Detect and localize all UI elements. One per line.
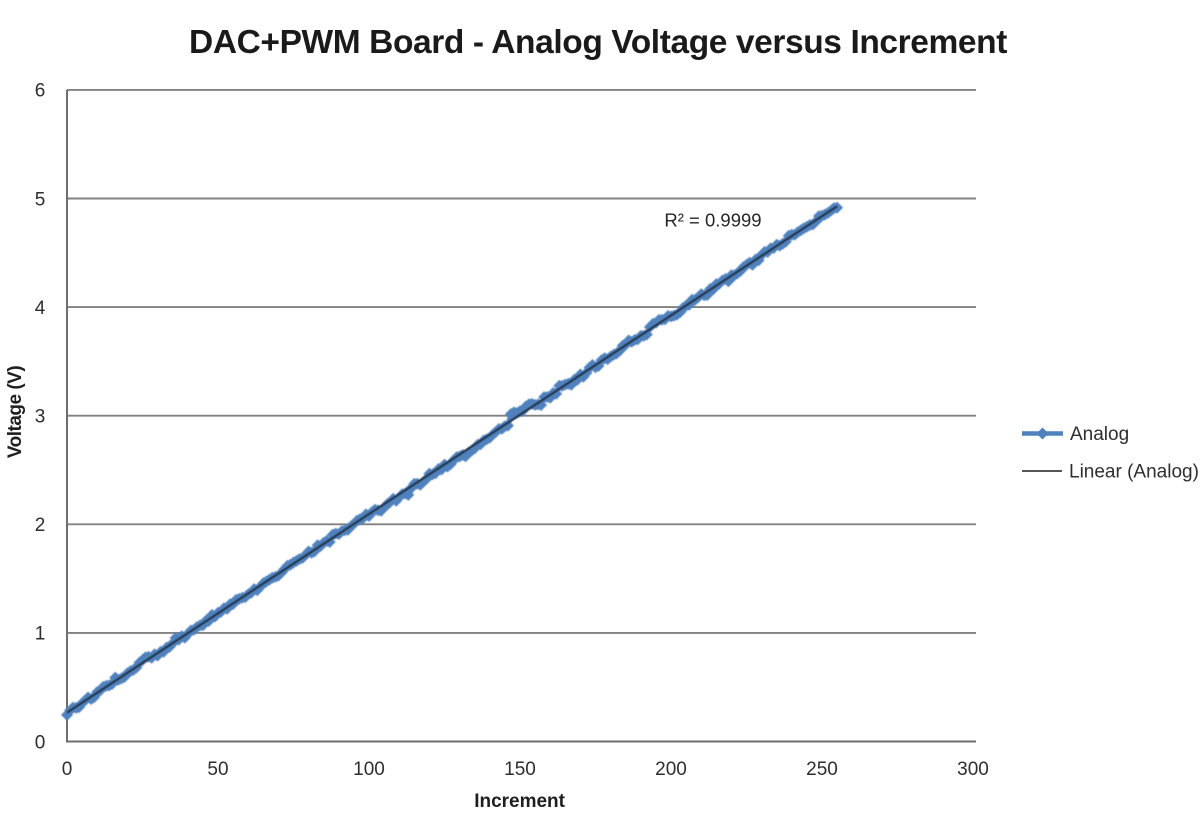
svg-text:100: 100 — [353, 759, 385, 780]
svg-text:Increment: Increment — [474, 791, 565, 812]
svg-text:6: 6 — [35, 81, 46, 102]
svg-text:250: 250 — [806, 759, 838, 780]
svg-text:Linear (Analog): Linear (Analog) — [1069, 462, 1199, 483]
svg-text:DAC+PWM Board - Analog Voltage: DAC+PWM Board - Analog Voltage versus In… — [189, 24, 1007, 61]
svg-text:0: 0 — [35, 732, 46, 753]
svg-text:0: 0 — [62, 759, 73, 780]
svg-text:3: 3 — [35, 407, 46, 428]
svg-text:5: 5 — [35, 189, 46, 210]
svg-text:150: 150 — [504, 759, 536, 780]
svg-text:2: 2 — [35, 515, 46, 536]
svg-text:300: 300 — [957, 759, 989, 780]
svg-text:200: 200 — [655, 759, 687, 780]
svg-text:50: 50 — [207, 759, 228, 780]
svg-text:Voltage (V): Voltage (V) — [5, 366, 26, 458]
svg-text:R² = 0.9999: R² = 0.9999 — [664, 210, 761, 231]
svg-text:Analog: Analog — [1070, 424, 1129, 445]
svg-text:1: 1 — [35, 624, 46, 645]
svg-text:4: 4 — [35, 298, 46, 319]
